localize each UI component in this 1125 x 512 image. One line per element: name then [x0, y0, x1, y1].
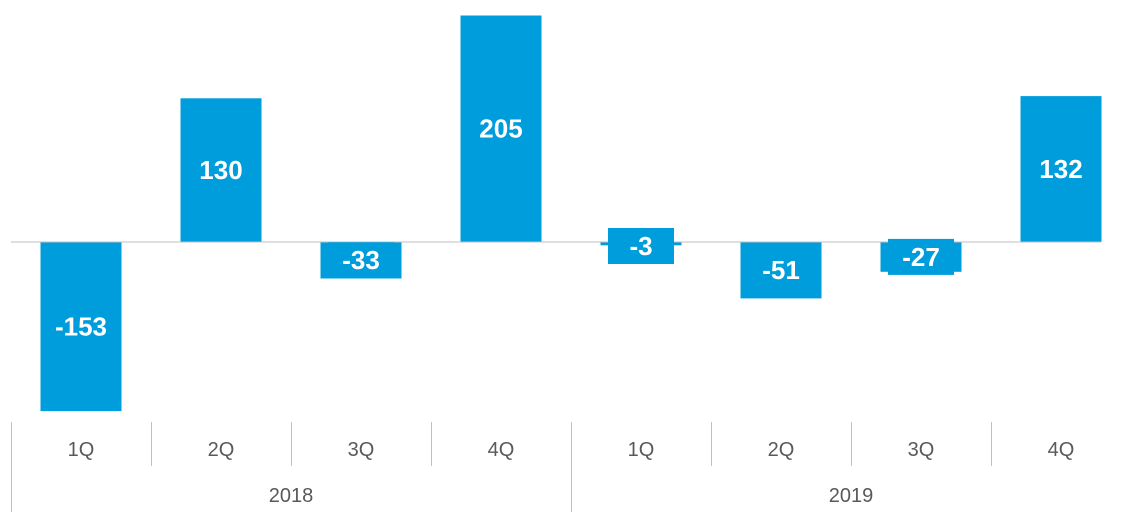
bars-layer [40, 15, 1102, 412]
category-axis: 1Q 2Q 3Q 4Q 1Q 2Q 3Q 4Q 2018 2019 [11, 422, 1075, 512]
data-label-badge-7 [888, 238, 954, 275]
bar-2 [180, 98, 262, 242]
data-label-5: -3 [629, 231, 652, 261]
data-label-8: 132 [1039, 154, 1082, 184]
data-label-badge-6 [748, 252, 814, 289]
data-label-4: 205 [479, 114, 522, 144]
category-label-4: 4Q [488, 439, 515, 461]
bar-1 [40, 242, 122, 412]
category-label-5: 1Q [628, 439, 655, 461]
data-label-3: -33 [342, 245, 380, 275]
category-label-7: 3Q [908, 439, 935, 461]
data-label-2: 130 [199, 155, 242, 185]
category-label-6: 2Q [768, 439, 795, 461]
bar-4 [460, 15, 542, 242]
data-label-badge-3 [328, 242, 394, 279]
category-label-8: 4Q [1048, 439, 1075, 461]
data-label-7: -27 [902, 242, 940, 272]
category-label-1: 1Q [68, 439, 95, 461]
bar-8 [1020, 96, 1102, 242]
data-label-badge-5 [608, 228, 674, 264]
data-label-6: -51 [762, 255, 800, 285]
category-label-3: 3Q [348, 439, 375, 461]
group-label-2019: 2019 [829, 485, 874, 507]
data-label-1: -153 [55, 312, 107, 342]
data-labels-layer: -153 130 -33 205 -3 -51 -27 132 [55, 114, 1083, 342]
group-label-2018: 2018 [269, 485, 314, 507]
category-label-2: 2Q [208, 439, 235, 461]
